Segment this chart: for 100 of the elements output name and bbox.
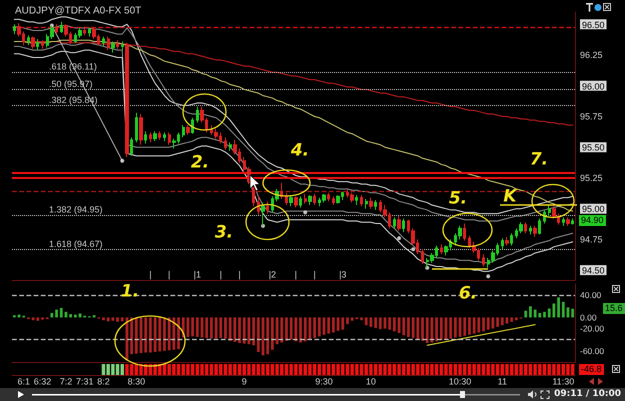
x-tick-label: 9:30 <box>315 376 333 386</box>
bar <box>224 317 227 339</box>
bar <box>120 317 124 322</box>
candlestick <box>533 225 537 238</box>
candlestick <box>365 198 368 210</box>
y-tick-label: 0.00 <box>580 312 597 322</box>
bar <box>548 308 551 318</box>
bar <box>360 317 363 320</box>
candlestick <box>36 38 39 51</box>
point <box>397 236 402 240</box>
x-tick-label: | <box>294 270 298 280</box>
x-tick-label: 7:2 <box>60 376 72 386</box>
x-tick-label: |3 <box>339 270 346 280</box>
candlestick <box>350 192 354 204</box>
bar <box>102 317 105 320</box>
candlestick <box>149 132 152 143</box>
candlestick <box>224 136 227 150</box>
candlestick <box>397 216 401 232</box>
candlestick <box>27 34 30 46</box>
x-tick-label: |2 <box>268 270 276 280</box>
y-tick-label: 94.75 <box>580 234 603 244</box>
x-tick-label: 10 <box>366 376 376 386</box>
x-tick-label: 10:30 <box>448 376 472 386</box>
candlestick <box>524 222 527 234</box>
bar <box>140 317 142 354</box>
y-tick-label: -20.00 <box>580 324 604 334</box>
bar <box>444 317 448 340</box>
y-tick-label: 96.25 <box>580 50 603 60</box>
chart-title: AUDJPY@TDFX A0-FX 50T <box>15 6 142 16</box>
x-tick-label: | <box>313 270 316 280</box>
point <box>120 158 124 163</box>
candlestick <box>158 130 161 140</box>
candlestick <box>153 130 157 142</box>
annotation: 3. <box>214 222 234 242</box>
candlestick <box>125 42 129 158</box>
bar <box>506 317 508 324</box>
candlestick <box>285 192 288 206</box>
bar <box>41 317 44 320</box>
annotation: K <box>503 186 517 206</box>
x-tick-label: | <box>220 270 222 280</box>
bar <box>163 317 166 351</box>
candlestick <box>102 36 105 47</box>
candlestick <box>529 225 532 236</box>
candlestick <box>111 41 115 54</box>
candlestick <box>355 194 358 206</box>
bar <box>200 317 204 338</box>
candlestick <box>116 40 119 50</box>
candlestick <box>88 27 91 38</box>
candlestick <box>289 194 293 207</box>
candlestick <box>121 41 124 51</box>
candlestick <box>83 26 86 36</box>
candlestick <box>196 106 199 124</box>
candlestick <box>13 24 16 35</box>
candlestick <box>369 197 373 210</box>
candlestick <box>505 236 509 246</box>
candlestick <box>510 232 513 246</box>
candlestick <box>308 194 312 206</box>
y-tick-label: -60.00 <box>580 346 604 356</box>
y-tick-label: 40.00 <box>580 290 602 300</box>
point <box>303 210 308 214</box>
bar <box>262 317 264 356</box>
candlestick <box>294 196 298 208</box>
candlestick <box>501 238 504 250</box>
text: -46.8 <box>579 364 604 375</box>
x-tick-label: |1 <box>194 270 201 280</box>
x-tick-label: 9 <box>242 376 247 386</box>
bar <box>74 314 77 318</box>
bar <box>524 310 528 318</box>
candlestick <box>421 248 424 265</box>
candlestick <box>402 218 405 233</box>
ref-line-label: 1.618 (94.67) <box>49 238 103 249</box>
bar <box>36 317 40 321</box>
bar <box>421 317 424 341</box>
annotation: 2. <box>190 152 210 172</box>
candlestick <box>186 124 190 136</box>
candlestick <box>55 24 58 35</box>
candlestick <box>322 193 326 204</box>
point <box>486 274 490 278</box>
candlestick <box>135 112 138 143</box>
annotation: 7. <box>530 150 548 170</box>
x-tick-label: | <box>168 270 170 280</box>
candlestick <box>60 21 63 34</box>
x-tick-label: 11:30 <box>552 376 574 386</box>
bar <box>538 312 542 318</box>
y-tick-label: 95.00 <box>582 204 605 214</box>
bar <box>543 312 546 318</box>
candlestick <box>562 216 565 226</box>
candlestick <box>182 124 185 138</box>
x-tick-label: 11 <box>498 376 507 386</box>
candlestick <box>107 36 110 51</box>
annotation: 5. <box>448 188 468 208</box>
candlestick <box>336 194 340 204</box>
candlestick <box>229 142 232 152</box>
candlestick <box>214 128 218 140</box>
y-tick-label: 95.50 <box>582 142 605 153</box>
bar <box>322 317 326 335</box>
candlestick <box>313 193 316 206</box>
x-tick-label: 8:2 <box>97 376 110 386</box>
candlestick <box>266 200 269 214</box>
text: 94.90 <box>579 215 606 226</box>
